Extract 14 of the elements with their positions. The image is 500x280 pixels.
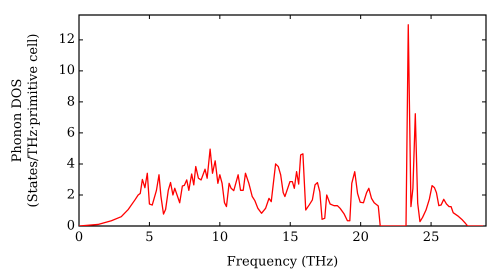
x-tick-label: 15 bbox=[282, 230, 299, 246]
y-tick-label: 6 bbox=[66, 125, 75, 140]
y-tick-label: 8 bbox=[66, 94, 75, 110]
y-tick-label: 2 bbox=[66, 187, 75, 202]
y-tick-label: 0 bbox=[66, 218, 75, 234]
x-tick-label: 20 bbox=[352, 230, 369, 246]
x-tick-label: 25 bbox=[422, 230, 440, 246]
x-tick-label: 10 bbox=[212, 230, 228, 246]
x-axis-title: Frequency (THz) bbox=[226, 254, 338, 270]
y-tick-label: 12 bbox=[58, 32, 75, 48]
y-tick-label: 4 bbox=[66, 156, 75, 172]
x-tick-label: 5 bbox=[145, 230, 154, 246]
y-tick-label: 10 bbox=[58, 63, 75, 78]
y-axis-title: Phonon DOS (States/THz·primitive cell) bbox=[10, 33, 41, 208]
